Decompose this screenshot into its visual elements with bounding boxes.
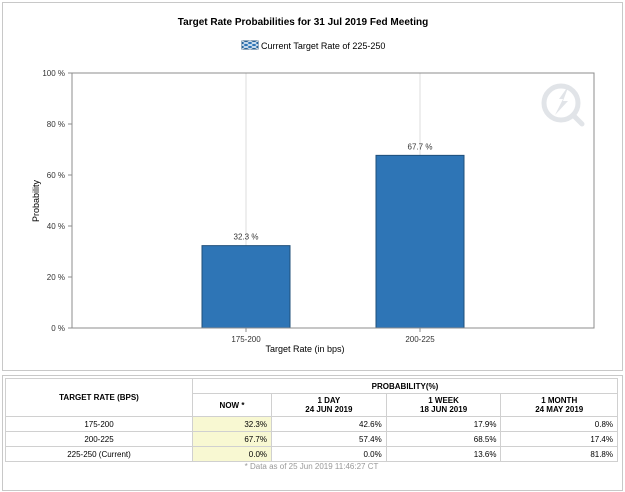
- y-axis-label: Probability: [31, 179, 41, 222]
- table-row: 175-200 32.3% 42.6% 17.9% 0.8%: [5, 416, 618, 432]
- col-header-now: NOW *: [192, 393, 272, 417]
- y-tick-label: 0 %: [51, 324, 65, 333]
- value-cell: 13.6%: [385, 446, 502, 462]
- probability-table: TARGET RATE (BPS) PROBABILITY(%) NOW * 1…: [5, 378, 618, 462]
- y-tick-label: 80 %: [47, 120, 65, 129]
- col-header-1-day: 1 DAY 24 JUN 2019: [271, 393, 387, 417]
- y-tick-label: 20 %: [47, 273, 65, 282]
- bar: [375, 154, 465, 329]
- rate-cell: 175-200: [5, 416, 193, 432]
- y-tick-label: 40 %: [47, 222, 65, 231]
- col-header-1-month: 1 MONTH 24 MAY 2019: [500, 393, 618, 417]
- legend-label: Current Target Rate of 225-250: [261, 41, 385, 51]
- x-axis-label: Target Rate (in bps): [265, 344, 344, 354]
- value-cell: 0.0%: [271, 446, 387, 462]
- probability-table-panel: TARGET RATE (BPS) PROBABILITY(%) NOW * 1…: [2, 375, 623, 491]
- plot-frame: [71, 72, 595, 329]
- bar: [201, 245, 291, 329]
- col-header-1-week: 1 WEEK 18 JUN 2019: [385, 393, 502, 417]
- table-row: 200-225 67.7% 57.4% 68.5% 17.4%: [5, 431, 618, 447]
- probability-header: PROBABILITY(%): [192, 378, 618, 394]
- rate-cell: 225-250 (Current): [5, 446, 193, 462]
- x-tick-label: 175-200: [231, 335, 261, 344]
- value-cell: 67.7%: [192, 431, 272, 447]
- value-cell: 0.0%: [192, 446, 272, 462]
- y-tick-label: 100 %: [42, 69, 65, 78]
- legend: Current Target Rate of 225-250: [241, 40, 385, 51]
- value-cell: 32.3%: [192, 416, 272, 432]
- table-row: 225-250 (Current) 0.0% 0.0% 13.6% 81.8%: [5, 446, 618, 462]
- target-rate-header: TARGET RATE (BPS): [5, 378, 193, 417]
- legend-swatch-pattern: [241, 40, 259, 50]
- value-cell: 17.4%: [500, 431, 618, 447]
- bar-chart: Target Rate Probabilities for 31 Jul 201…: [31, 17, 595, 354]
- value-cell: 17.9%: [385, 416, 502, 432]
- chart-title: Target Rate Probabilities for 31 Jul 201…: [178, 17, 428, 28]
- bar-value-label: 32.3 %: [234, 233, 259, 242]
- x-axis-ticks: 175-200 200-225: [231, 328, 435, 344]
- value-cell: 68.5%: [385, 431, 502, 447]
- rate-cell: 200-225: [5, 431, 193, 447]
- x-tick-label: 200-225: [405, 335, 435, 344]
- bars: 32.3 % 67.7 %: [201, 142, 465, 329]
- value-cell: 81.8%: [500, 446, 618, 462]
- y-axis-ticks: 0 % 20 % 40 % 60 % 80 % 100 %: [42, 69, 72, 333]
- data-timestamp-footnote: * Data as of 25 Jun 2019 11:46:27 CT: [244, 462, 379, 471]
- bar-value-label: 67.7 %: [408, 142, 433, 151]
- y-tick-label: 60 %: [47, 171, 65, 180]
- value-cell: 0.8%: [500, 416, 618, 432]
- value-cell: 42.6%: [271, 416, 387, 432]
- watermark-logo-icon: [541, 83, 585, 127]
- value-cell: 57.4%: [271, 431, 387, 447]
- chart-panel: Target Rate Probabilities for 31 Jul 201…: [2, 2, 623, 371]
